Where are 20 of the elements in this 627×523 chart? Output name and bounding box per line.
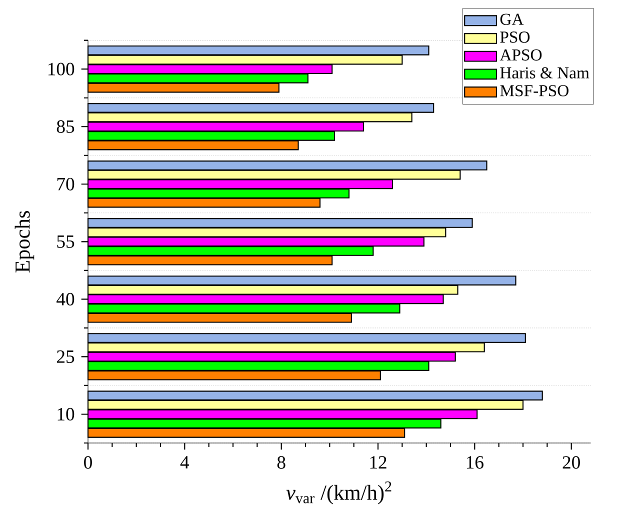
y-tick-label: 25 <box>57 350 74 363</box>
y-tick-label: 100 <box>48 62 74 76</box>
legend-label: Haris & Nam <box>500 67 590 78</box>
x-tick-label: 8 <box>277 456 286 469</box>
legend-label: APSO <box>500 49 542 61</box>
x-tick-label: 12 <box>370 456 386 469</box>
legend-label: PSO <box>500 32 530 43</box>
y-tick-label: 70 <box>57 178 74 190</box>
x-tick-label: 20 <box>562 456 580 469</box>
y-tick-label: 40 <box>56 292 74 306</box>
y-tick-label: 55 <box>57 235 74 248</box>
y-tick-label: 10 <box>58 408 74 421</box>
x-tick-label: 16 <box>466 456 484 469</box>
y-tick-label: 85 <box>56 120 74 133</box>
x-tick-label: 0 <box>84 456 92 469</box>
x-tick-label: 4 <box>180 456 190 468</box>
legend-label: MSF-PSO <box>500 85 568 96</box>
y-axis-title: Epochs <box>14 211 34 272</box>
legend-label: GA <box>500 14 524 25</box>
x-axis-title: v$_{var}$ /(km/h)$^{2}$ <box>286 481 392 504</box>
